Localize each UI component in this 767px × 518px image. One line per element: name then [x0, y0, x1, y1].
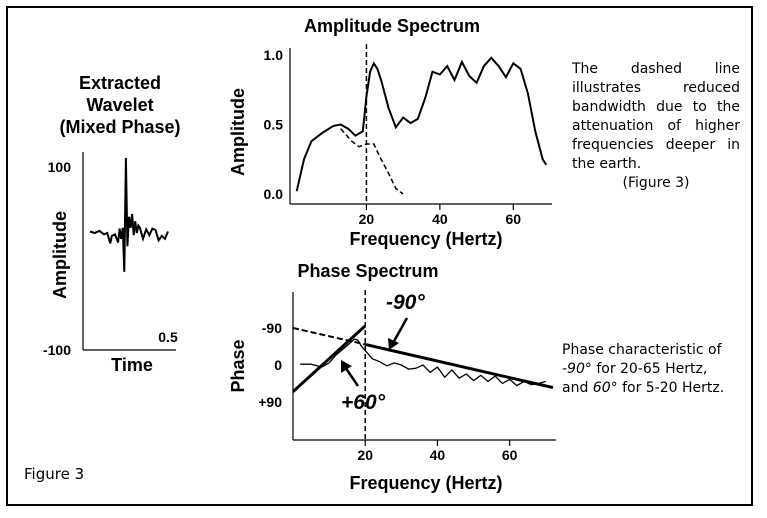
phase-ytick-label: -90: [262, 320, 282, 336]
phase-ytick-label: 0: [274, 357, 282, 373]
wavelet-title: Extracted Wavelet (Mixed Phase): [40, 72, 200, 138]
phase-note-text-4: for 5-20 Hertz.: [617, 380, 725, 396]
phase-x-label: Frequency (Hertz): [349, 473, 502, 493]
phase-measured-curve: [300, 338, 546, 387]
amplitude-title: Amplitude Spectrum: [304, 16, 480, 36]
wavelet-title-line-3: (Mixed Phase): [59, 117, 181, 137]
phase-spectrum-plot: Phase Spectrum Phase Frequency (Hertz) 2…: [228, 261, 556, 493]
phase-xtick-label: 40: [430, 447, 446, 463]
phase-note-text-3: and: [562, 380, 593, 396]
amplitude-note-text: The dashed line illustrates reduced band…: [572, 61, 740, 172]
amplitude-ytick-label: 0.5: [264, 117, 284, 133]
phase-y-label: Phase: [228, 339, 248, 392]
wavelet-trace: [89, 157, 169, 272]
phase-plus60-line: [291, 324, 367, 393]
wavelet-title-line-2: Wavelet: [86, 95, 154, 115]
amplitude-spectrum-plot: Amplitude Spectrum Amplitude Frequency (…: [228, 16, 552, 249]
wavelet-y-label: Amplitude: [50, 211, 70, 299]
wavelet-xtick-label: 0.5: [158, 329, 178, 345]
phase-note: Phase characteristic of -90° for 20-65 H…: [562, 341, 742, 398]
amplitude-solid-curve: [295, 56, 548, 192]
amplitude-note-figure-ref: (Figure 3): [622, 175, 690, 191]
arrow-plus-60: [343, 366, 360, 387]
phase-minus90-line: [364, 342, 554, 390]
wavelet-title-line-1: Extracted: [78, 73, 162, 93]
arrowhead-minus-90: [388, 338, 399, 350]
wavelet-plot: 100 -100 0.5 Time Amplitude: [43, 152, 178, 375]
phase-ytick-label: +90: [258, 394, 282, 410]
arrow-minus-90: [391, 317, 409, 344]
phase-xtick-label: 20: [357, 447, 373, 463]
amplitude-y-label: Amplitude: [228, 88, 248, 176]
amplitude-ytick-label: 1.0: [264, 47, 284, 63]
phase-note-italic-1: -90°: [562, 361, 592, 377]
wavelet-x-label: Time: [111, 355, 153, 375]
annotation-plus-60: +60°: [341, 391, 386, 414]
amplitude-xtick-label: 20: [359, 211, 375, 227]
phase-note-italic-2: 60°: [592, 380, 618, 396]
wavelet-ytick-top: 100: [48, 159, 72, 175]
wavelet-ytick-bottom: -100: [43, 342, 71, 358]
amplitude-xtick-label: 40: [432, 211, 448, 227]
amplitude-dashed-curve: [340, 128, 404, 195]
amplitude-x-label: Frequency (Hertz): [349, 229, 502, 249]
phase-dashed-extension: [292, 327, 366, 346]
phase-note-text-1: Phase characteristic of: [562, 342, 722, 358]
phase-note-text-2: for 20-65 Hertz,: [591, 361, 708, 377]
phase-title: Phase Spectrum: [297, 261, 438, 281]
figure-frame: [6, 6, 753, 506]
annotation-minus-90: -90°: [386, 291, 425, 314]
phase-xtick-label: 60: [502, 447, 518, 463]
amplitude-ytick-label: 0.0: [264, 186, 284, 202]
amplitude-note: The dashed line illustrates reduced band…: [572, 60, 740, 193]
figure-label: Figure 3: [24, 465, 85, 483]
amplitude-xtick-label: 60: [505, 211, 521, 227]
arrowhead-plus-60: [341, 360, 352, 373]
